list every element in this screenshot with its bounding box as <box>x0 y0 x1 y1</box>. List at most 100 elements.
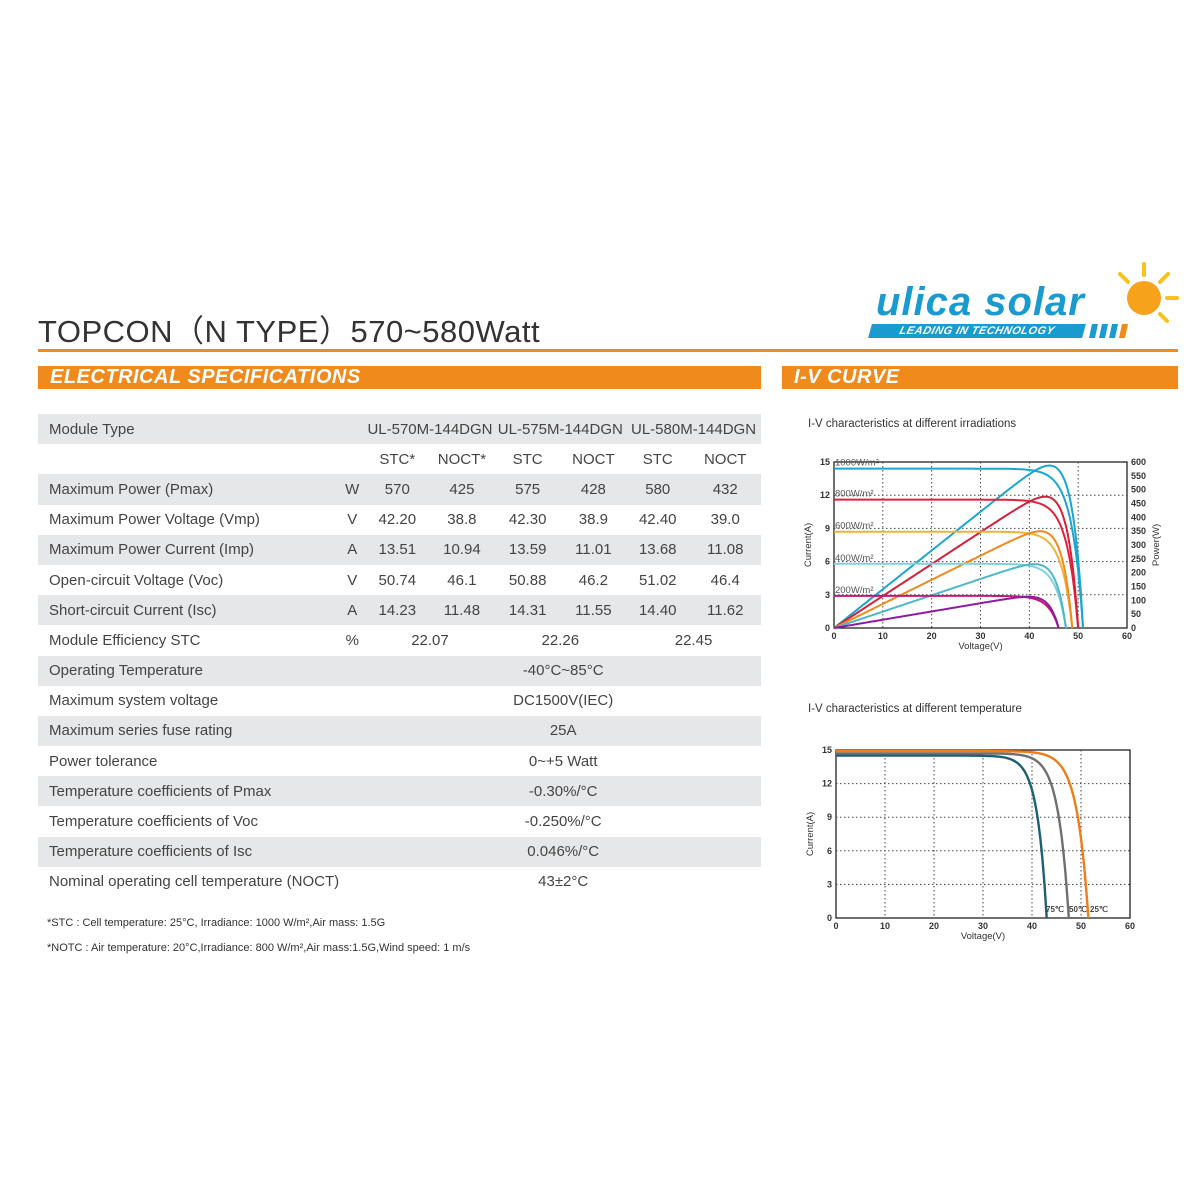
param-value: 51.02 <box>638 571 677 589</box>
table-row: Module Type UL-570M-144DGN UL-575M-144DGN U… <box>38 414 761 445</box>
x-tick-label: 50 <box>1073 631 1083 641</box>
param-unit: A <box>339 595 366 626</box>
logo-wordmark: ulica solar <box>876 280 1085 324</box>
param-value: -40°C~85°C <box>365 655 761 686</box>
iv-curve <box>836 752 1070 919</box>
param-label: Temperature coefficients of Isc <box>38 836 340 867</box>
x-tick-label: 60 <box>1125 921 1135 931</box>
power-curve <box>833 530 1074 629</box>
irradiance-label: 800W/m² <box>835 489 874 500</box>
param-value: 46.1 <box>447 571 477 589</box>
param-value: -0.30%/°C <box>365 776 761 807</box>
table-row: Short-circuit Current (Isc) A 14.23 11.48 14… <box>38 595 761 626</box>
y2-axis-label: Power(W) <box>1151 524 1162 566</box>
model-name: UL-575M-144DGN <box>494 414 627 445</box>
y-tick-label: 0 <box>825 623 830 633</box>
x-tick-label: 40 <box>1024 631 1034 641</box>
x-tick-label: 30 <box>975 631 985 641</box>
table-row: Nominal operating cell temperature (NOCT… <box>38 867 761 897</box>
param-value: 13.68 <box>626 534 690 565</box>
y-tick-label: 15 <box>820 457 830 467</box>
stc-note: *STC : Cell temperature: 25°C, Irradianc… <box>47 917 386 929</box>
param-label: Maximum Power Voltage (Vmp) <box>49 511 260 529</box>
irradiance-label: 200W/m² <box>835 585 874 596</box>
param-value: 11.08 <box>689 534 761 565</box>
param-value: 11.55 <box>560 595 627 626</box>
param-value: 14.40 <box>626 595 690 626</box>
unit-cell <box>339 836 366 867</box>
param-value: 570 <box>365 474 430 505</box>
param-unit: V <box>347 571 358 589</box>
condition-header: NOCT <box>572 450 615 468</box>
iv-curve <box>834 467 1084 629</box>
table-row: Open-circuit Voltage (Voc) V 50.74 46.1 50.8… <box>38 565 761 595</box>
param-value: 46.2 <box>578 571 608 589</box>
power-curve <box>833 595 1060 629</box>
param-label: Operating Temperature <box>38 655 340 686</box>
table-row: Maximum series fuse rating 25A <box>38 715 761 747</box>
y2-tick-label: 450 <box>1131 499 1146 509</box>
x-tick-label: 0 <box>831 631 836 641</box>
iv-irradiation-chart: 0 10 20 30 40 50 6003691215Voltage(V)Current(A… <box>803 457 1162 652</box>
param-value: 11.01 <box>560 534 627 565</box>
condition-header: STC <box>512 450 543 468</box>
param-value: 14.31 <box>494 595 561 626</box>
param-unit: V <box>347 511 358 529</box>
x-tick-label: 10 <box>880 921 890 931</box>
param-unit: % <box>345 631 359 649</box>
param-value: 25A <box>365 715 761 747</box>
param-value: 428 <box>560 474 627 505</box>
param-value: 0~+5 Watt <box>528 752 598 770</box>
irradiance-label: 600W/m² <box>835 521 874 532</box>
unit-cell <box>339 444 365 474</box>
y-tick-label: 6 <box>825 557 830 567</box>
model-name: UL-570M-144DGN <box>365 414 495 445</box>
condition-header: NOCT* <box>437 450 487 468</box>
irradiance-label: 400W/m² <box>835 553 874 564</box>
table-row: Power tolerance 0~+5 Watt <box>38 746 761 776</box>
unit-cell <box>339 776 366 807</box>
param-label: Maximum Power (Pmax) <box>38 474 340 505</box>
irradiance-label: 1000W/m² <box>835 458 879 469</box>
y-tick-label: 9 <box>827 812 832 822</box>
page-title: TOPCON（N TYPE）570~580Watt <box>38 314 541 349</box>
unit-cell <box>339 867 365 897</box>
param-label: Nominal operating cell temperature (NOCT… <box>49 873 340 891</box>
param-label: Open-circuit Voltage (Voc) <box>49 571 224 589</box>
y-axis-label: Current(A) <box>803 523 814 567</box>
y-tick-label: 9 <box>825 523 830 533</box>
chart-temperature-title: I-V characteristics at different tempera… <box>808 703 1022 715</box>
unit-cell <box>339 686 365 716</box>
y-axis-label: Current(A) <box>805 812 816 856</box>
y-tick-label: 3 <box>825 590 830 600</box>
param-value: 22.45 <box>674 631 713 649</box>
param-value: 425 <box>429 474 495 505</box>
table-row: Maximum system voltage DC1500V(IEC) <box>38 686 761 716</box>
y2-tick-label: 600 <box>1131 457 1146 467</box>
y2-tick-label: 100 <box>1131 595 1146 605</box>
param-label: Power tolerance <box>49 752 158 770</box>
param-value: 13.59 <box>494 534 561 565</box>
chart-irradiation-title: I-V characteristics at different irradia… <box>808 418 1017 430</box>
x-tick-label: 30 <box>978 921 988 931</box>
param-value: 10.94 <box>429 534 495 565</box>
x-tick-label: 50 <box>1076 921 1086 931</box>
condition-header: STC* <box>379 450 416 468</box>
param-label: Temperature coefficients of Voc <box>49 813 259 831</box>
x-axis-label: Voltage(V) <box>961 931 1005 942</box>
y2-tick-label: 350 <box>1131 526 1146 536</box>
power-curve <box>833 563 1067 629</box>
iv-curve <box>836 754 1048 919</box>
sun-icon <box>1089 262 1179 338</box>
y-tick-label: 12 <box>822 779 832 789</box>
table-row: Operating Temperature -40°C~85°C <box>38 655 761 686</box>
x-tick-label: 20 <box>927 631 937 641</box>
unit-cell <box>339 746 365 776</box>
iv-curve <box>836 749 1090 919</box>
brand-logo: ulica solar LEADING IN TECHNOLOGY <box>866 258 1186 348</box>
y-tick-label: 15 <box>822 745 832 755</box>
param-value: 38.9 <box>578 511 608 529</box>
x-tick-label: 60 <box>1122 631 1132 641</box>
power-curve <box>833 495 1080 629</box>
iv-curve <box>834 498 1080 629</box>
